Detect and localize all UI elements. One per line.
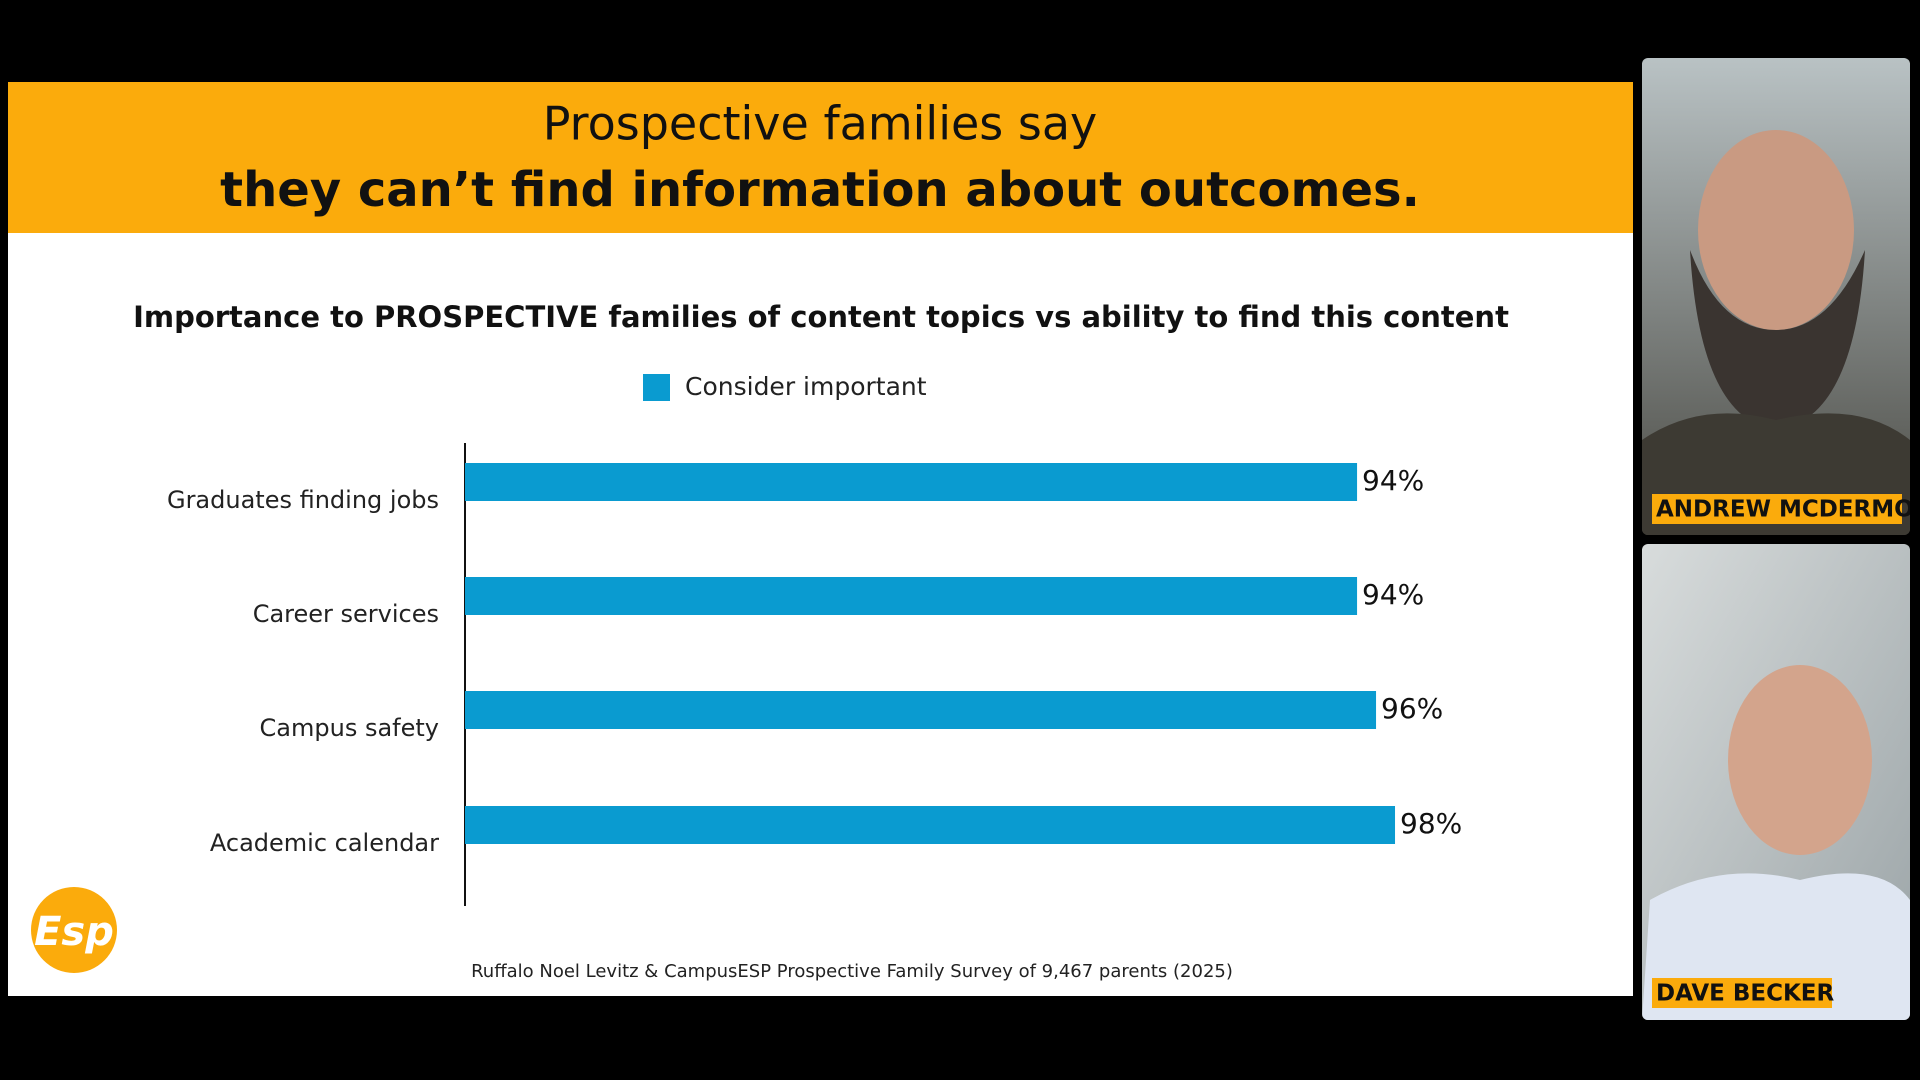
chart-title: Importance to PROSPECTIVE families of co… [133, 300, 1509, 334]
video-tile: DAVE BECKER [1642, 544, 1910, 1020]
person [1690, 250, 1865, 430]
video-tile: ANDREW MCDERMO [1642, 58, 1914, 535]
slide-title: Prospective families say [543, 97, 1098, 151]
bar [465, 806, 1396, 844]
bar [465, 577, 1358, 615]
slide-title: they can’t find information about outcom… [220, 162, 1420, 218]
data-label: 94% [1362, 464, 1424, 497]
data-label: 96% [1381, 692, 1443, 725]
participant-name: ANDREW MCDERMO [1656, 497, 1914, 523]
person [1728, 665, 1872, 855]
y-tick-label: Graduates finding jobs [167, 486, 439, 514]
name-label [1652, 978, 1832, 1008]
data-label: 94% [1362, 578, 1424, 611]
legend-swatch [643, 374, 670, 401]
bar [465, 463, 1358, 501]
y-tick-label: Academic calendar [210, 829, 439, 857]
y-tick-label: Campus safety [260, 714, 439, 742]
participant-name: DAVE BECKER [1656, 981, 1835, 1007]
slide-header [8, 82, 1633, 233]
y-tick-label: Career services [253, 600, 439, 628]
logo [31, 887, 117, 973]
data-label: 98% [1400, 807, 1462, 840]
bar [465, 691, 1377, 729]
legend-label: Consider important [685, 372, 927, 401]
person [1698, 130, 1854, 330]
logo-text: Esp [34, 909, 114, 955]
name-label [1652, 494, 1902, 524]
source-note: Ruffalo Noel Levitz & CampusESP Prospect… [471, 961, 1233, 982]
